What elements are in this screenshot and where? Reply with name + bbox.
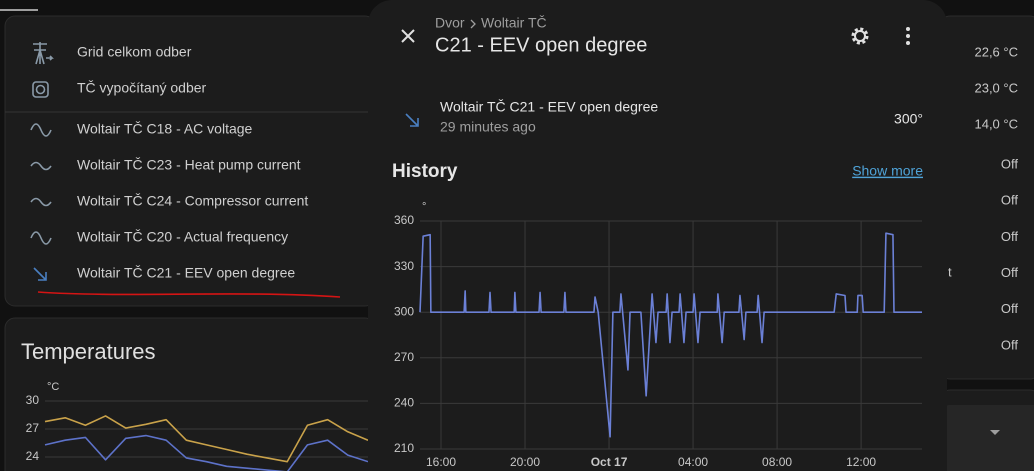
y-tick-label: 360	[394, 213, 414, 227]
red-underline	[37, 291, 341, 298]
clipped-text: t	[948, 264, 952, 279]
y-axis-unit: °C	[47, 381, 59, 393]
entity-state: 14,0 °C	[974, 116, 1018, 131]
y-axis-unit: °	[422, 201, 426, 213]
dot	[906, 27, 910, 31]
show-more-link[interactable]: Show more	[852, 163, 923, 179]
y-tick-label: 30	[26, 393, 40, 407]
entity-state: 22,6 °C	[974, 44, 1018, 59]
entity-row-name: Woltair TČ C20 - Actual frequency	[77, 229, 288, 245]
dropdown-chevron	[990, 430, 1000, 435]
sine-icon	[30, 231, 52, 245]
grid-icon	[33, 42, 54, 65]
entity-state: Off	[1001, 337, 1018, 352]
dialog: Dvor Woltair TČ C21 - EEV open degree Wo…	[368, 0, 947, 471]
y-tick-label: 27	[26, 421, 40, 435]
series-line	[44, 434, 368, 471]
entity-state: Off	[1001, 229, 1018, 244]
x-tick-label: 04:00	[678, 455, 708, 469]
entity-row-name: Woltair TČ C21 - EEV open degree	[77, 265, 295, 281]
entity-icon	[405, 113, 419, 127]
tab-indicator	[0, 9, 38, 11]
entity-state: Off	[1001, 193, 1018, 208]
breadcrumb-device: Woltair TČ	[481, 15, 547, 31]
heatpump-icon	[32, 81, 49, 98]
x-tick-label: Oct 17	[591, 455, 628, 469]
entity-state: 300°	[894, 111, 923, 127]
chart-title: Temperatures	[21, 339, 156, 364]
temperatures-chart: Temperatures °C 24 27 30	[21, 339, 368, 471]
right-card	[939, 15, 1034, 380]
icons	[30, 42, 54, 281]
dot	[906, 34, 910, 38]
entity-row-name: Grid celkom odber	[77, 44, 192, 60]
x-tick-label: 08:00	[762, 455, 792, 469]
entity-row-name: Woltair TČ C24 - Compressor current	[77, 193, 308, 209]
series-line	[44, 415, 368, 463]
sine-icon	[30, 123, 52, 137]
history-heading: History	[392, 161, 458, 182]
menu-button[interactable]	[906, 27, 910, 45]
gear	[854, 30, 866, 42]
x-tick-label: 20:00	[510, 455, 540, 469]
dialog-surface	[368, 0, 947, 471]
dialog-title: C21 - EEV open degree	[435, 34, 647, 56]
dot	[906, 41, 910, 45]
dashboard: Grid celkom odber TČ vypočítaný odber Wolt…	[0, 9, 1034, 471]
y-tick-label: 240	[394, 396, 414, 410]
current-icon	[30, 161, 52, 171]
breadcrumb-separator	[470, 19, 476, 29]
entity-state: Off	[1001, 301, 1018, 316]
breadcrumb-area: Dvor	[435, 15, 465, 31]
entity-state: 23,0 °C	[974, 80, 1018, 95]
y-tick-label: 210	[394, 441, 414, 455]
entity-row-name: Woltair TČ C18 - AC voltage	[77, 121, 253, 137]
x-tick-label: 16:00	[426, 455, 456, 469]
last-changed: 29 minutes ago	[440, 119, 536, 135]
gear-teeth	[851, 27, 869, 45]
x-tick-label: 12:00	[846, 455, 876, 469]
entity-row-name: TČ vypočítaný odber	[77, 80, 207, 96]
history-chart: ° 210 240 270 300 330 360 16:00 20:00 Oct 17 04:00…	[394, 201, 922, 469]
entity-state: Off	[1001, 156, 1018, 171]
close-button[interactable]	[401, 29, 415, 43]
entity-state: Off	[1001, 265, 1018, 280]
arrow-icon	[33, 267, 47, 281]
dashboard-content: Grid celkom odber TČ vypočítaný odber Wolt…	[77, 44, 1018, 353]
settings-button[interactable]	[851, 27, 869, 45]
heatpump-fan	[35, 84, 46, 95]
dropdown[interactable]	[945, 405, 1034, 471]
y-tick-label: 24	[26, 449, 40, 463]
entity-row-name: Woltair TČ C23 - Heat pump current	[77, 157, 301, 173]
y-tick-label: 330	[394, 259, 414, 273]
entity-name: Woltair TČ C21 - EEV open degree	[440, 99, 658, 115]
y-tick-label: 300	[394, 304, 414, 318]
y-tick-label: 270	[394, 350, 414, 364]
current-icon	[30, 197, 52, 207]
series-line	[419, 232, 922, 438]
